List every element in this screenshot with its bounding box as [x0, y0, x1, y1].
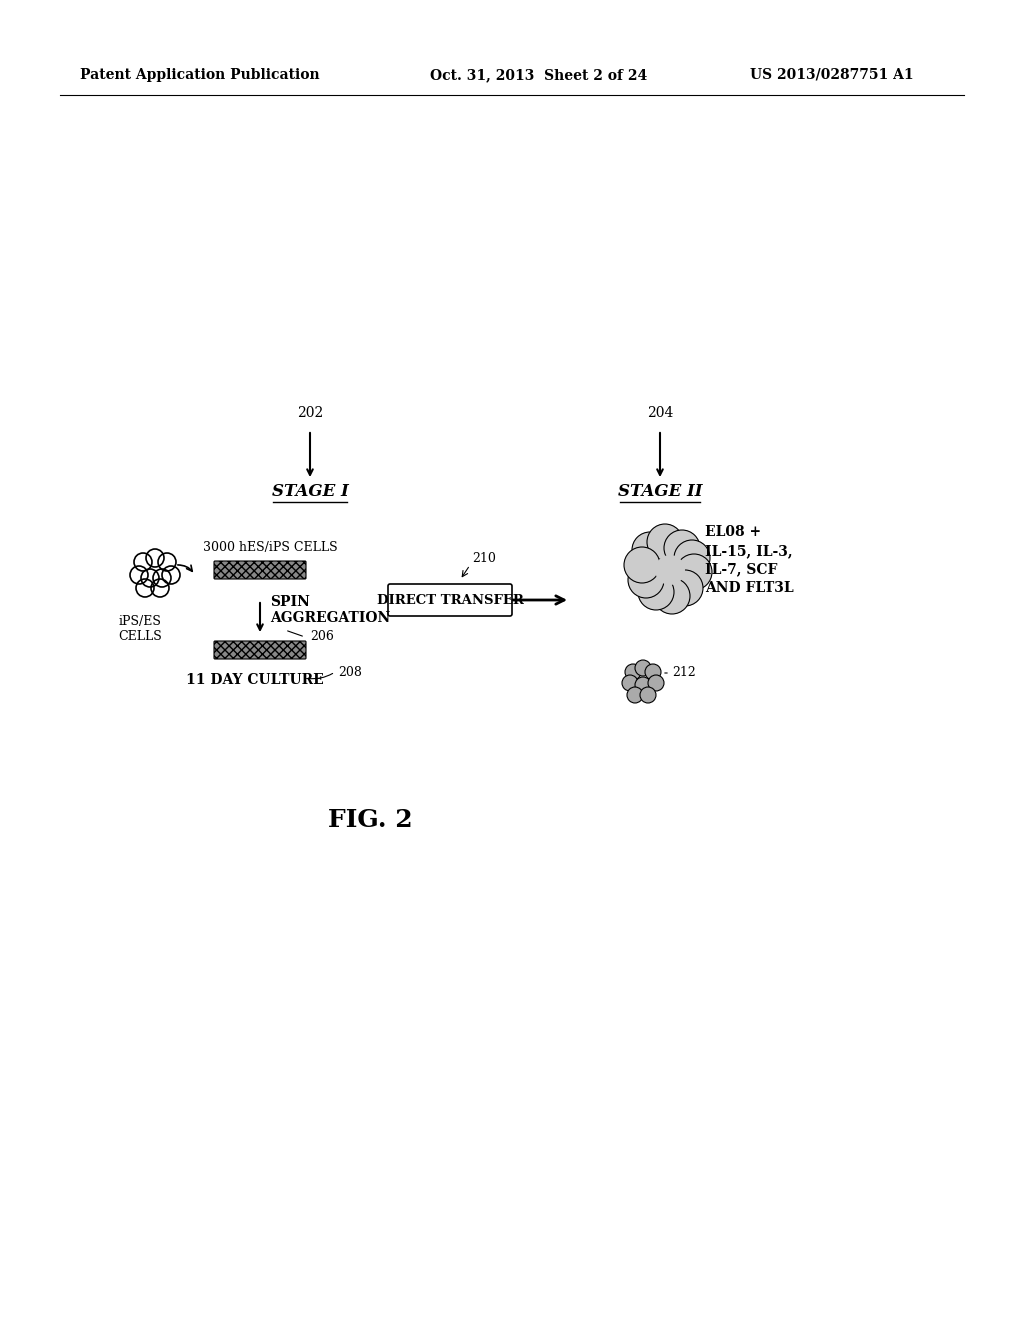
Text: 202: 202: [297, 407, 324, 420]
Text: 3000 hES/iPS CELLS: 3000 hES/iPS CELLS: [203, 541, 337, 554]
Text: 210: 210: [472, 552, 496, 565]
Circle shape: [635, 677, 651, 693]
Circle shape: [640, 686, 656, 704]
Circle shape: [674, 540, 710, 576]
Circle shape: [635, 660, 651, 676]
FancyBboxPatch shape: [388, 583, 512, 616]
Text: SPIN
AGGREGATION: SPIN AGGREGATION: [270, 595, 390, 626]
Text: STAGE II: STAGE II: [617, 483, 702, 500]
Text: 206: 206: [310, 631, 334, 644]
Circle shape: [627, 686, 643, 704]
Circle shape: [664, 531, 700, 566]
Text: DIRECT TRANSFER: DIRECT TRANSFER: [377, 594, 523, 606]
Text: EL08 +
IL-15, IL-3,
IL-7, SCF
AND FLT3L: EL08 + IL-15, IL-3, IL-7, SCF AND FLT3L: [705, 525, 794, 594]
Circle shape: [624, 546, 660, 583]
Circle shape: [628, 562, 664, 598]
Circle shape: [655, 554, 685, 585]
Circle shape: [645, 664, 662, 680]
Circle shape: [654, 578, 690, 614]
Text: 204: 204: [647, 407, 673, 420]
Text: US 2013/0287751 A1: US 2013/0287751 A1: [750, 69, 913, 82]
FancyBboxPatch shape: [214, 561, 306, 579]
Text: STAGE I: STAGE I: [271, 483, 348, 500]
Text: Patent Application Publication: Patent Application Publication: [80, 69, 319, 82]
Circle shape: [638, 574, 674, 610]
Text: 11 DAY CULTURE: 11 DAY CULTURE: [186, 673, 324, 686]
FancyBboxPatch shape: [214, 642, 306, 659]
Circle shape: [648, 675, 664, 690]
Circle shape: [647, 524, 683, 560]
Circle shape: [667, 570, 703, 606]
Text: Oct. 31, 2013  Sheet 2 of 24: Oct. 31, 2013 Sheet 2 of 24: [430, 69, 647, 82]
Text: 212: 212: [672, 667, 695, 680]
Circle shape: [622, 675, 638, 690]
Text: FIG. 2: FIG. 2: [328, 808, 413, 832]
Circle shape: [676, 554, 712, 590]
Circle shape: [632, 532, 668, 568]
Circle shape: [625, 664, 641, 680]
Text: 208: 208: [338, 665, 361, 678]
Text: iPS/ES
CELLS: iPS/ES CELLS: [118, 615, 162, 643]
